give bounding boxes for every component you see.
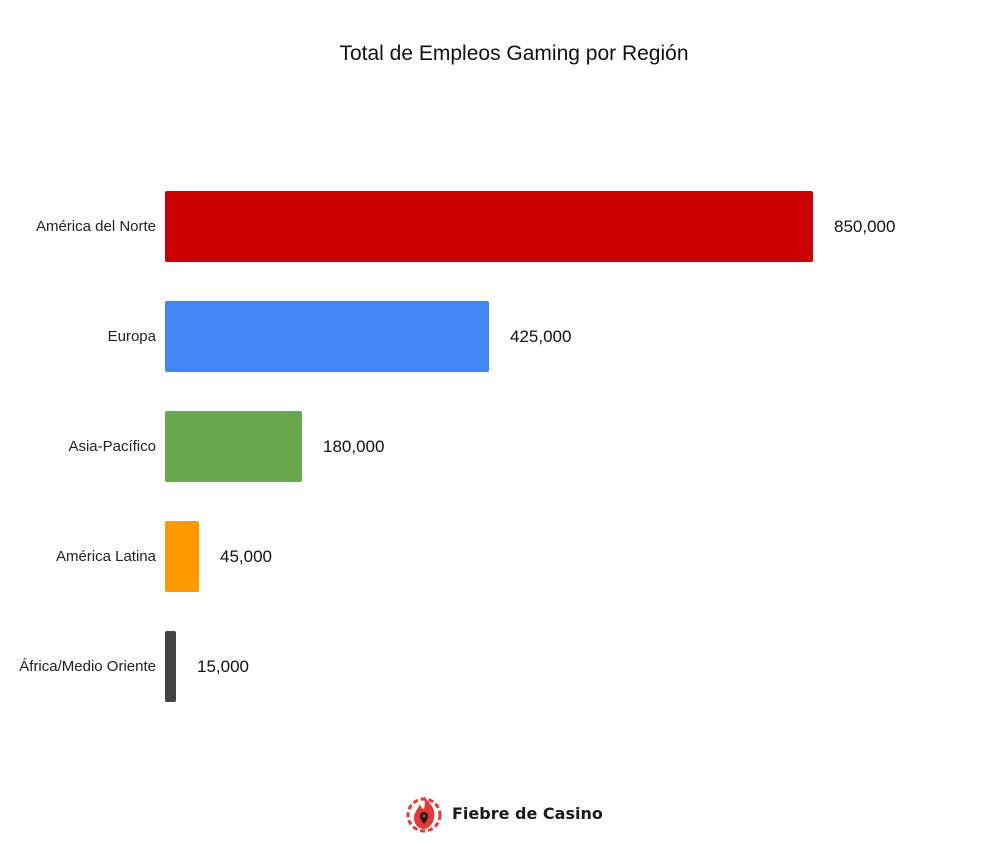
value-label: 425,000 bbox=[510, 327, 572, 346]
value-label: 180,000 bbox=[323, 437, 385, 456]
brand-logo: Fiebre de Casino bbox=[404, 792, 603, 834]
bar bbox=[165, 301, 489, 372]
bar bbox=[165, 631, 176, 702]
category-label: América del Norte bbox=[35, 218, 156, 235]
value-label: 45,000 bbox=[220, 547, 272, 566]
chart-title: Total de Empleos Gaming por Región bbox=[339, 42, 689, 65]
flame-pin-icon bbox=[406, 796, 442, 833]
bar bbox=[165, 191, 813, 262]
value-label: 15,000 bbox=[197, 657, 249, 676]
bar-row: América Latina 45,000 bbox=[0, 521, 1000, 593]
bar-row: América del Norte 850,000 bbox=[0, 191, 1000, 263]
category-label: Europa bbox=[107, 328, 156, 345]
value-label: 850,000 bbox=[834, 217, 896, 236]
bar bbox=[165, 521, 199, 592]
bar-row: África/Medio Oriente 15,000 bbox=[0, 631, 1000, 703]
category-label: Asia-Pacífico bbox=[68, 438, 156, 455]
bar bbox=[165, 411, 302, 482]
bar-row: Europa 425,000 bbox=[0, 301, 1000, 373]
category-label: África/Medio Oriente bbox=[19, 658, 156, 675]
category-label: América Latina bbox=[55, 548, 156, 565]
bar-row: Asia-Pacífico 180,000 bbox=[0, 411, 1000, 483]
brand-name: Fiebre de Casino bbox=[452, 803, 603, 823]
